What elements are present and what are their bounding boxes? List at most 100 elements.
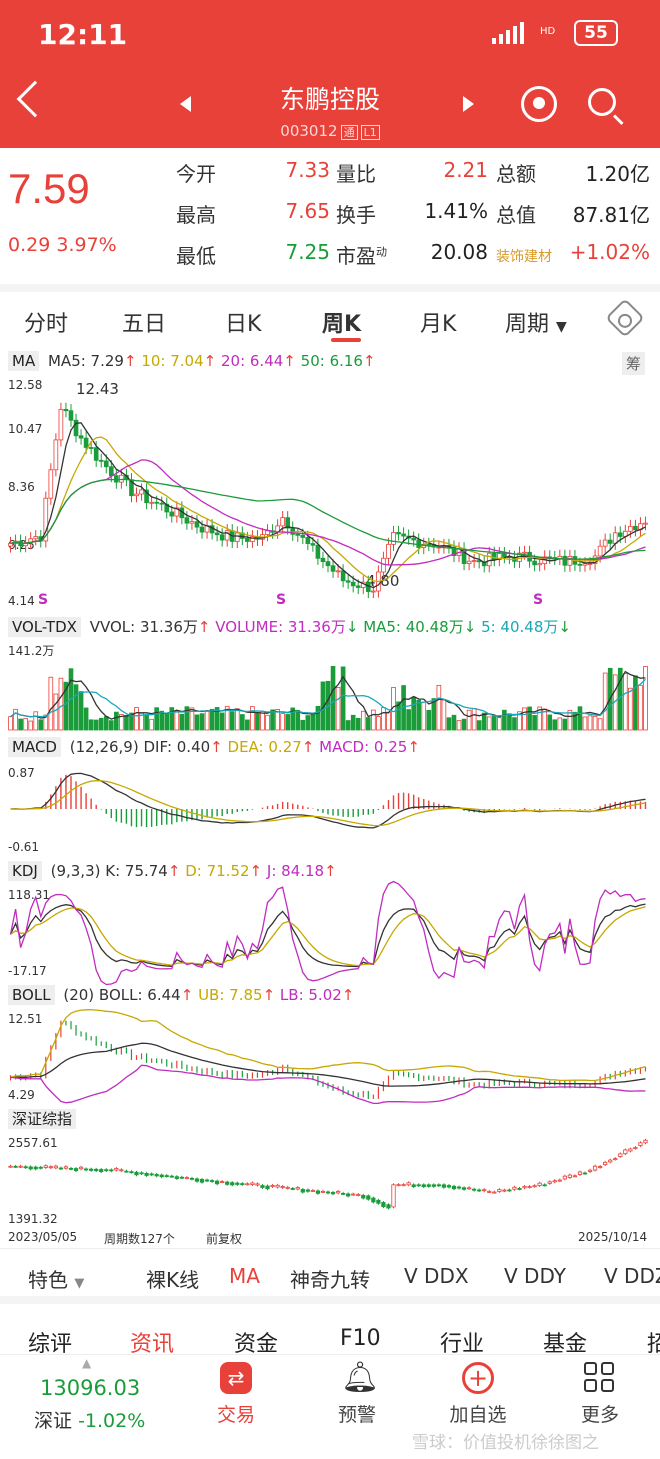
nav-add-watch[interactable]: 加自选 [449, 1404, 507, 1426]
volume-bar [58, 677, 64, 731]
candle [305, 537, 311, 544]
index-candle [461, 1187, 467, 1190]
index-candle [502, 1189, 507, 1192]
volume-bar [48, 676, 54, 731]
index-candle [8, 1165, 13, 1168]
index-value[interactable]: 13096.03 [40, 1376, 141, 1400]
adjust-mode[interactable]: 前复权 [206, 1232, 243, 1246]
index-candle [643, 1139, 648, 1144]
settings-icon[interactable] [605, 298, 645, 338]
volume-bar [103, 716, 109, 731]
tab-f10[interactable]: F10 [340, 1326, 381, 1351]
feature-ddz[interactable]: V DDZ [604, 1264, 660, 1288]
tab-review[interactable]: 综评 [28, 1332, 73, 1357]
search-icon[interactable] [588, 88, 616, 116]
index-candle [305, 1189, 310, 1192]
start-date: 2023/05/05 [8, 1230, 78, 1244]
volume-bar [245, 719, 250, 731]
index-candle [562, 1175, 567, 1180]
kline-chart[interactable] [8, 376, 653, 608]
bell-icon[interactable]: 🔔︎ [341, 1360, 380, 1395]
tab-weekly[interactable]: 周K [322, 312, 362, 337]
tab-more-cut[interactable]: 招 [647, 1332, 660, 1357]
volume-bar [270, 709, 275, 731]
index-candle [189, 1177, 195, 1180]
nav-alert[interactable]: 预警 [337, 1404, 376, 1426]
volume-bar [134, 707, 139, 731]
index-candle [63, 1166, 69, 1169]
sector-label[interactable]: 装饰建材 [496, 249, 552, 265]
volume-chart [8, 665, 648, 731]
ma-y-label: 8.36 [8, 480, 35, 494]
tab-fund[interactable]: 基金 [543, 1332, 588, 1357]
chip-button[interactable]: 筹 [622, 352, 646, 375]
tab-industry[interactable]: 行业 [440, 1332, 485, 1357]
nav-more[interactable]: 更多 [580, 1404, 619, 1426]
candle [532, 560, 537, 566]
tab-daily[interactable]: 日K [225, 312, 262, 337]
vol-selector[interactable]: VOL-TDX [8, 617, 81, 637]
ma10-line [10, 436, 646, 583]
volume-bar [174, 710, 180, 731]
index-candle [215, 1180, 220, 1185]
add-watch-icon[interactable]: + [462, 1362, 494, 1394]
index-quote[interactable]: 深证 -1.02% [34, 1410, 146, 1432]
macd-selector[interactable]: MACD [8, 737, 61, 757]
feature-nine[interactable]: 神奇九转 [290, 1268, 370, 1292]
candle [426, 543, 432, 546]
candle [350, 581, 356, 587]
open-value: 7.33 [285, 158, 330, 182]
index-legend: 深证综指 [8, 1108, 80, 1129]
volume-bar [557, 717, 563, 731]
boll-ub-line [10, 1008, 646, 1082]
index-selector[interactable]: 深证综指 [8, 1109, 77, 1129]
feature-bare-k[interactable]: 裸K线 [146, 1268, 200, 1292]
next-stock-icon[interactable] [463, 96, 474, 112]
period-tabs: 分时 五日 日K 周K 月K 周期 ▼ [0, 284, 660, 342]
candle [199, 526, 205, 533]
boll-selector[interactable]: BOLL [8, 985, 55, 1005]
feature-ddx[interactable]: V DDX [404, 1264, 469, 1288]
boll-y-label: 12.51 [8, 1012, 43, 1026]
active-tab-indicator [331, 338, 361, 342]
tab-five-day[interactable]: 五日 [122, 312, 167, 337]
feature-special[interactable]: 特色 ▼ [28, 1268, 85, 1292]
index-candle [104, 1169, 109, 1172]
tab-monthly[interactable]: 月K [420, 312, 457, 337]
index-candle [376, 1199, 381, 1204]
index-candle [522, 1186, 527, 1189]
tab-intraday[interactable]: 分时 [24, 312, 69, 337]
sector-value: +1.02% [569, 240, 650, 264]
ma-selector[interactable]: MA [8, 351, 40, 371]
back-icon[interactable] [16, 80, 54, 118]
volume-bar [154, 707, 159, 731]
mascot-icon[interactable] [521, 86, 557, 122]
trade-icon[interactable]: ⇄ [220, 1362, 252, 1394]
grid-icon[interactable] [584, 1362, 616, 1394]
volume-bar [164, 713, 170, 731]
volume-bar [406, 709, 411, 731]
volume-bar [209, 708, 215, 731]
tab-funds[interactable]: 资金 [234, 1332, 279, 1357]
volume-bar [582, 716, 588, 731]
nav-trade[interactable]: 交易 [216, 1404, 255, 1426]
prev-stock-icon[interactable] [180, 96, 191, 112]
volume-bar [517, 711, 522, 731]
index-candle [361, 1194, 366, 1199]
volume-bar [628, 687, 633, 731]
expand-icon[interactable]: ▲ [82, 1356, 92, 1370]
volume-bar [340, 666, 346, 731]
feature-ma[interactable]: MA [229, 1264, 260, 1288]
feature-ddy[interactable]: V DDY [504, 1264, 566, 1288]
volume-bar [643, 666, 648, 731]
candle [78, 435, 84, 439]
volume-bar [360, 710, 366, 731]
kdj-selector[interactable]: KDJ [8, 861, 42, 881]
tab-period[interactable]: 周期 ▼ [505, 312, 567, 337]
index-candle [18, 1165, 23, 1168]
candle [214, 532, 220, 536]
volume-bar [537, 706, 542, 731]
high-marker: 12.43 [76, 380, 119, 398]
tab-news[interactable]: 资讯 [130, 1332, 175, 1357]
index-candle [441, 1184, 447, 1188]
